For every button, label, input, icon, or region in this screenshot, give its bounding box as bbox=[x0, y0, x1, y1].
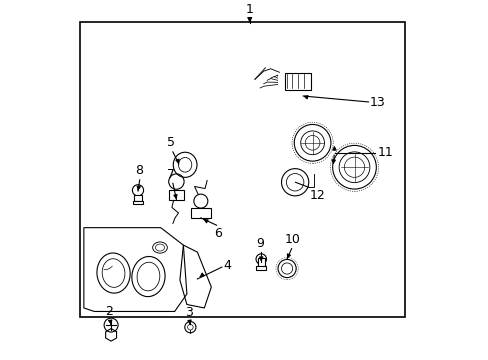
Text: 2: 2 bbox=[105, 305, 113, 319]
Text: 7: 7 bbox=[167, 167, 175, 180]
Bar bbox=[134, 195, 142, 202]
Text: 1: 1 bbox=[245, 3, 253, 16]
Text: 5: 5 bbox=[167, 136, 175, 149]
Text: 8: 8 bbox=[135, 164, 143, 177]
Bar bbox=[191, 208, 210, 218]
Text: 9: 9 bbox=[256, 237, 264, 249]
Text: 11: 11 bbox=[376, 146, 392, 159]
Bar bbox=[132, 201, 143, 204]
Bar bbox=[168, 190, 183, 200]
Bar bbox=[284, 73, 310, 90]
Text: 10: 10 bbox=[284, 233, 300, 246]
Text: 13: 13 bbox=[369, 96, 385, 109]
Text: 12: 12 bbox=[309, 189, 325, 202]
Bar bbox=[80, 22, 405, 317]
Text: 6: 6 bbox=[214, 226, 222, 240]
Text: 4: 4 bbox=[223, 258, 231, 271]
Bar bbox=[257, 258, 264, 267]
Bar bbox=[256, 266, 265, 270]
Text: 3: 3 bbox=[184, 306, 192, 319]
